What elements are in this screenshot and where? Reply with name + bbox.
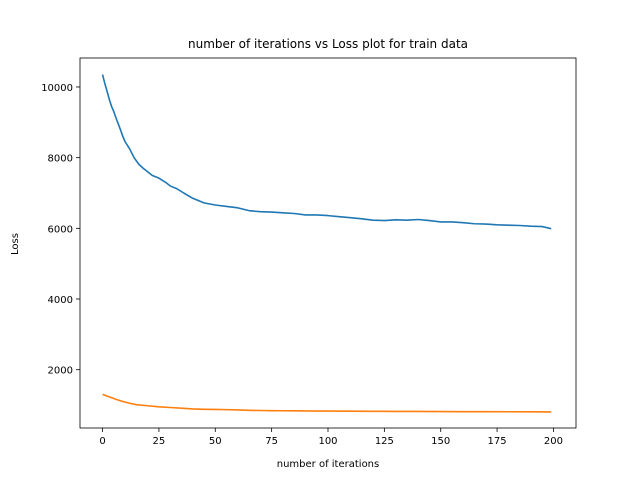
x-tick-label: 25 bbox=[153, 436, 166, 447]
x-tick-label: 150 bbox=[431, 436, 450, 447]
chart-title: number of iterations vs Loss plot for tr… bbox=[188, 37, 468, 51]
series-lines bbox=[101, 74, 552, 413]
y-tick-label: 6000 bbox=[48, 224, 73, 235]
x-tick-label: 50 bbox=[209, 436, 222, 447]
y-axis-label: Loss bbox=[10, 233, 21, 255]
x-tick-label: 100 bbox=[318, 436, 337, 447]
x-tick-label: 125 bbox=[375, 436, 394, 447]
y-axis-ticks: 2000 4000 6000 8000 10000 bbox=[41, 83, 80, 377]
x-axis-ticks: 0 25 50 75 100 125 150 175 200 bbox=[99, 428, 563, 447]
x-tick-label: 0 bbox=[99, 436, 105, 447]
y-tick-label: 10000 bbox=[41, 83, 73, 94]
x-tick-label: 175 bbox=[488, 436, 507, 447]
series-line-1 bbox=[101, 74, 552, 230]
axes-frame bbox=[79, 57, 577, 429]
y-tick-label: 8000 bbox=[48, 154, 73, 165]
x-tick-label: 75 bbox=[265, 436, 278, 447]
y-tick-label: 4000 bbox=[48, 295, 73, 306]
series-line-2 bbox=[102, 393, 552, 413]
x-axis-label: number of iterations bbox=[277, 459, 379, 470]
x-tick-label: 200 bbox=[544, 436, 563, 447]
y-tick-label: 2000 bbox=[48, 366, 73, 377]
